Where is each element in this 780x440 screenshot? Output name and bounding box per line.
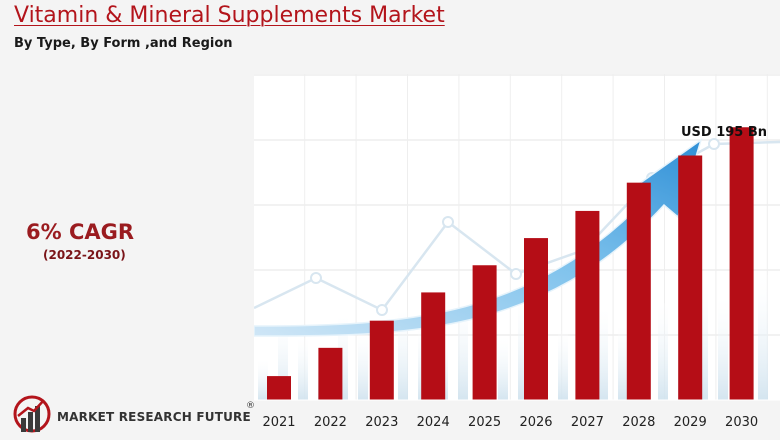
background-ghost-bar (598, 308, 608, 400)
chart-subtitle: By Type, By Form ,and Region (14, 36, 233, 51)
background-ghost-bar (698, 280, 708, 400)
x-tick-label: 2029 (674, 415, 707, 430)
background-ghost-bar (518, 298, 528, 400)
background-ghost-bar (758, 275, 768, 400)
brand-name: MARKET RESEARCH FUTURE (57, 410, 251, 424)
background-ghost-bar (278, 321, 288, 400)
background-ghost-bar (458, 304, 468, 400)
background-ghost-bar (398, 309, 408, 400)
x-tick-label: 2025 (468, 415, 501, 430)
x-tick-label: 2023 (365, 415, 398, 430)
background-ghost-bar (338, 315, 348, 400)
background-ghost-bar (298, 337, 308, 400)
x-tick-label: 2028 (622, 415, 655, 430)
mrf-logo-icon (13, 395, 51, 433)
background-ghost-bar (658, 303, 668, 400)
background-ghost-bar (498, 336, 508, 400)
x-axis-labels: 2021 2022 2023 2024 2025 2026 2027 2028 2029 2030 (262, 415, 758, 430)
background-ghost-bar (618, 325, 628, 400)
bar-2028 (626, 182, 651, 400)
bar-2021 (267, 376, 291, 400)
bar-2026 (524, 238, 548, 400)
bar-series (267, 127, 754, 400)
bar-2022 (318, 347, 343, 400)
cagr-value: 6% CAGR (26, 220, 135, 244)
bar-2025 (472, 265, 497, 400)
background-ghost-bar (718, 297, 728, 400)
bar-2024 (421, 292, 446, 400)
background-ghost-bar (358, 332, 368, 400)
data-annotation: USD 195 Bn (681, 125, 767, 140)
x-tick-label: 2022 (314, 415, 347, 430)
chart-title: Vitamin & Mineral Supplements Market (14, 3, 445, 28)
background-ghost-bar (258, 360, 268, 400)
cagr-period: (2022-2030) (43, 248, 126, 262)
x-tick-label: 2027 (571, 415, 604, 430)
background-ghost-bar (558, 331, 568, 400)
brand-registered-mark: ® (246, 401, 255, 411)
bar-2030 (729, 127, 754, 400)
x-tick-label: 2030 (725, 415, 758, 430)
x-tick-label: 2021 (262, 415, 295, 430)
bar-chart: 2021 2022 2023 2024 2025 2026 2027 2028 2029 2030… (254, 74, 780, 430)
bar-2027 (575, 210, 600, 400)
x-tick-label: 2024 (417, 415, 450, 430)
bar-2029 (678, 155, 703, 400)
x-tick-label: 2026 (519, 415, 552, 430)
bar-2023 (369, 320, 394, 400)
